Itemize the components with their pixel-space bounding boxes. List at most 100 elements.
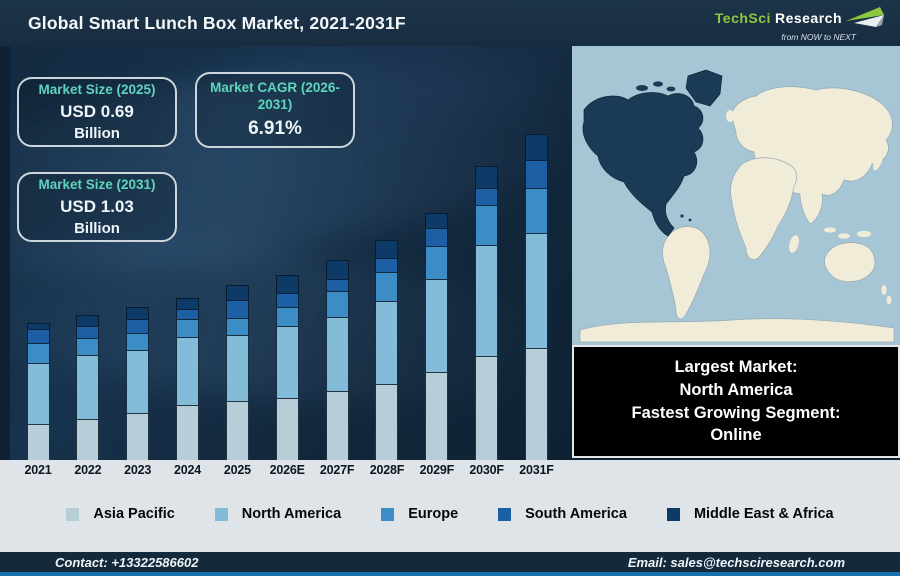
stacked-bar-2025 [225, 285, 249, 460]
stacked-bar-2024 [176, 298, 200, 460]
legend-swatch [214, 507, 228, 521]
legend-item-europe: Europe [381, 506, 458, 522]
legend: Asia Pacific North America Europe South Ame… [0, 494, 900, 534]
x-tick-label: 2029F [419, 463, 455, 477]
stat-box-market-size-2031: Market Size (2031) USD 1.03 Billion [17, 172, 177, 242]
page-title: Global Smart Lunch Box Market, 2021-2031… [28, 12, 406, 33]
callout-line: Online [710, 426, 762, 445]
bar-segment-north-america [375, 301, 399, 384]
bar-segment-europe [76, 338, 100, 355]
bar-segment-middle-east-africa [525, 134, 548, 160]
email-text: Email: sales@techsciresearch.com [627, 554, 845, 570]
x-tick-label: 2023 [124, 463, 152, 477]
logo-brand-secondary: Research [774, 10, 842, 26]
x-tick-label: 2024 [174, 463, 202, 477]
x-tick-label: 2027F [319, 463, 355, 477]
island-new-zealand [886, 295, 892, 305]
footer-bar: Contact: +13322586602 Email: sales@techs… [0, 552, 900, 572]
arctic-island [636, 85, 648, 91]
callout-line: Largest Market: [674, 357, 798, 376]
stacked-bar-2030F [475, 166, 499, 460]
bar-segment-north-america [26, 363, 50, 424]
bar-segment-europe [225, 318, 249, 335]
x-tick-label: 2030F [469, 463, 504, 477]
continent-north-america-highlight [582, 92, 704, 237]
continent-africa [730, 157, 798, 260]
bar-segment-europe [126, 333, 150, 350]
stat-value: USD 0.69 [60, 102, 134, 122]
legend-swatch [666, 507, 680, 521]
legend-item-north-america: North America [214, 506, 342, 522]
techsci-research-logo: TechSci Research from NOW to NEXT [715, 5, 886, 42]
legend-label: Europe [408, 506, 459, 522]
bar-segment-asia-pacific [225, 401, 249, 460]
bar-segment-asia-pacific [475, 356, 499, 460]
bar-segment-middle-east-africa [425, 213, 449, 228]
bar-segment-middle-east-africa [375, 240, 399, 258]
stat-label: Market CAGR (2026-2031) [210, 80, 340, 112]
bar-segment-asia-pacific [26, 424, 50, 460]
bar-segment-south-america [425, 228, 449, 246]
bar-segment-middle-east-africa [275, 275, 299, 293]
logo-arrow-icon [846, 7, 884, 27]
x-tick-label: 2026E [269, 463, 305, 477]
x-tick-label: 2028F [369, 463, 405, 477]
stacked-bar-2029F [425, 213, 449, 460]
legend-swatch [66, 507, 80, 521]
stacked-bar-2021 [26, 323, 50, 460]
bar-segment-middle-east-africa [325, 260, 349, 279]
logo-tagline: from NOW to NEXT [781, 32, 856, 42]
legend-swatch [498, 507, 512, 521]
bar-segment-middle-east-africa [126, 307, 150, 319]
callout-line: North America [679, 380, 793, 399]
bar-segment-south-america [225, 300, 249, 318]
bar-segment-asia-pacific [525, 348, 548, 460]
bar-segment-middle-east-africa [176, 298, 200, 309]
bar-segment-europe [525, 188, 548, 233]
continent-south-america [662, 226, 711, 320]
chart-area: Market Size (2025) USD 0.69 Billion Mark… [10, 46, 572, 460]
bar-segment-north-america [126, 350, 150, 413]
island-new-guinea [857, 230, 871, 238]
legend-label: North America [241, 506, 342, 522]
x-tick-label: 2025 [223, 463, 251, 477]
island-japan [873, 153, 883, 171]
bar-segment-middle-east-africa [475, 166, 499, 188]
bar-segment-asia-pacific [126, 413, 150, 460]
stat-value: 6.91% [248, 117, 302, 139]
bar-segment-south-america [126, 319, 150, 333]
x-tick-label: 2022 [74, 463, 102, 477]
bar-segment-north-america [325, 317, 349, 391]
logo-brand-primary: TechSci [714, 10, 771, 26]
x-tick-label: 2031F [519, 463, 554, 477]
contact-text: Contact: +13322586602 [55, 554, 199, 570]
stacked-bar-2028F [375, 240, 399, 460]
bar-segment-south-america [275, 293, 299, 307]
stacked-bar-2031F [525, 134, 548, 460]
bar-segment-europe [325, 291, 349, 317]
arctic-island [653, 81, 663, 87]
bar-segment-asia-pacific [176, 405, 200, 460]
bar-segment-asia-pacific [325, 391, 349, 460]
legend-label: Middle East & Africa [693, 506, 834, 522]
island-greenland-highlight [685, 69, 723, 107]
bar-segment-asia-pacific [425, 372, 449, 460]
bars-layer [10, 46, 572, 460]
legend-swatch [381, 507, 395, 521]
bar-segment-europe [26, 343, 50, 363]
stacked-bar-2022 [76, 315, 100, 460]
bar-segment-europe [425, 246, 449, 279]
bar-segment-europe [176, 319, 200, 337]
x-axis-labels: 2021 2022 2023 2024 2025 2026E 2027F 2028F 2029F… [10, 460, 572, 484]
bar-segment-europe [475, 205, 499, 245]
bar-segment-south-america [475, 188, 499, 205]
bar-segment-north-america [176, 337, 200, 405]
island-indonesia [838, 233, 850, 239]
bar-segment-south-america [76, 326, 100, 338]
bar-segment-middle-east-africa [76, 315, 100, 326]
arctic-island [666, 86, 676, 92]
island-uk [726, 110, 734, 122]
stat-box-market-size-2025: Market Size (2025) USD 0.69 Billion [17, 77, 177, 147]
bar-segment-north-america [425, 279, 449, 372]
